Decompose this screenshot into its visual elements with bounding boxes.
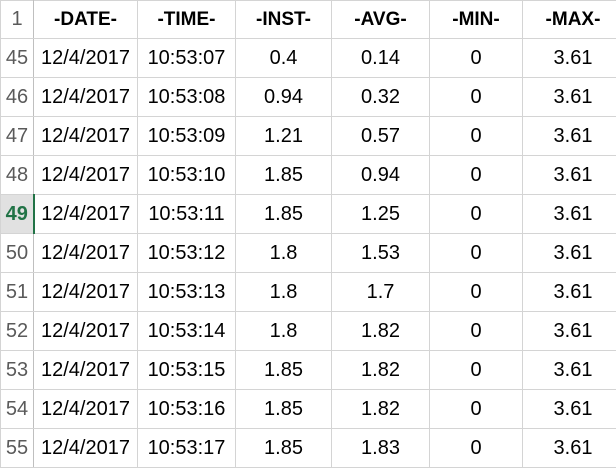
cell-max[interactable]: 3.61: [523, 429, 616, 468]
cell-inst[interactable]: 1.8: [236, 273, 332, 312]
cell-min[interactable]: 0: [430, 78, 523, 117]
cell-header-date[interactable]: -DATE-: [34, 1, 138, 39]
cell-inst[interactable]: 0.4: [236, 39, 332, 78]
cell-time[interactable]: 10:53:17: [138, 429, 236, 468]
cell-header-avg[interactable]: -AVG-: [332, 1, 430, 39]
header-row: 1 -DATE- -TIME- -INST- -AVG- -MIN- -MAX-: [1, 1, 616, 39]
cell-avg[interactable]: 1.83: [332, 429, 430, 468]
cell-min[interactable]: 0: [430, 234, 523, 273]
cell-inst[interactable]: 1.85: [236, 390, 332, 429]
cell-header-max[interactable]: -MAX-: [523, 1, 616, 39]
cell-inst[interactable]: 1.85: [236, 351, 332, 390]
cell-max[interactable]: 3.61: [523, 195, 616, 234]
cell-time[interactable]: 10:53:08: [138, 78, 236, 117]
cell-date[interactable]: 12/4/2017: [34, 273, 138, 312]
row-header[interactable]: 46: [1, 78, 34, 117]
cell-max[interactable]: 3.61: [523, 39, 616, 78]
cell-avg[interactable]: 0.94: [332, 156, 430, 195]
cell-time[interactable]: 10:53:09: [138, 117, 236, 156]
row-header[interactable]: 51: [1, 273, 34, 312]
cell-time[interactable]: 10:53:10: [138, 156, 236, 195]
cell-inst[interactable]: 0.94: [236, 78, 332, 117]
row-header[interactable]: 49: [1, 195, 34, 234]
cell-date[interactable]: 12/4/2017: [34, 117, 138, 156]
cell-avg[interactable]: 1.7: [332, 273, 430, 312]
cell-date[interactable]: 12/4/2017: [34, 390, 138, 429]
cell-inst[interactable]: 1.85: [236, 195, 332, 234]
cell-date[interactable]: 12/4/2017: [34, 156, 138, 195]
cell-max[interactable]: 3.61: [523, 156, 616, 195]
cell-avg[interactable]: 0.57: [332, 117, 430, 156]
cell-date[interactable]: 12/4/2017: [34, 312, 138, 351]
cell-time[interactable]: 10:53:12: [138, 234, 236, 273]
cell-avg[interactable]: 1.82: [332, 390, 430, 429]
row-header[interactable]: 55: [1, 429, 34, 468]
row-header[interactable]: 45: [1, 39, 34, 78]
cell-time[interactable]: 10:53:11: [138, 195, 236, 234]
cell-max[interactable]: 3.61: [523, 117, 616, 156]
cell-min[interactable]: 0: [430, 390, 523, 429]
row-header[interactable]: 53: [1, 351, 34, 390]
cell-max[interactable]: 3.61: [523, 234, 616, 273]
cell-avg[interactable]: 1.82: [332, 312, 430, 351]
cell-time[interactable]: 10:53:07: [138, 39, 236, 78]
cell-time[interactable]: 10:53:13: [138, 273, 236, 312]
row-header[interactable]: 54: [1, 390, 34, 429]
cell-header-time[interactable]: -TIME-: [138, 1, 236, 39]
cell-avg[interactable]: 0.14: [332, 39, 430, 78]
cell-max[interactable]: 3.61: [523, 273, 616, 312]
cell-inst[interactable]: 1.85: [236, 429, 332, 468]
cell-time[interactable]: 10:53:16: [138, 390, 236, 429]
row-header[interactable]: 52: [1, 312, 34, 351]
cell-date[interactable]: 12/4/2017: [34, 234, 138, 273]
cell-avg[interactable]: 0.32: [332, 78, 430, 117]
row-header[interactable]: 1: [1, 1, 34, 39]
cell-inst[interactable]: 1.8: [236, 234, 332, 273]
cell-min[interactable]: 0: [430, 156, 523, 195]
cell-max[interactable]: 3.61: [523, 312, 616, 351]
cell-date[interactable]: 12/4/2017: [34, 39, 138, 78]
cell-max[interactable]: 3.61: [523, 351, 616, 390]
row-header[interactable]: 50: [1, 234, 34, 273]
cell-header-inst[interactable]: -INST-: [236, 1, 332, 39]
cell-header-min[interactable]: -MIN-: [430, 1, 523, 39]
cell-date[interactable]: 12/4/2017: [34, 78, 138, 117]
cell-date[interactable]: 12/4/2017: [34, 351, 138, 390]
cell-inst[interactable]: 1.8: [236, 312, 332, 351]
cell-min[interactable]: 0: [430, 39, 523, 78]
cell-min[interactable]: 0: [430, 351, 523, 390]
row-header[interactable]: 48: [1, 156, 34, 195]
cell-avg[interactable]: 1.25: [332, 195, 430, 234]
cell-avg[interactable]: 1.53: [332, 234, 430, 273]
cell-min[interactable]: 0: [430, 195, 523, 234]
cell-avg[interactable]: 1.82: [332, 351, 430, 390]
cell-time[interactable]: 10:53:15: [138, 351, 236, 390]
cell-min[interactable]: 0: [430, 117, 523, 156]
cell-date[interactable]: 12/4/2017: [34, 429, 138, 468]
cell-min[interactable]: 0: [430, 273, 523, 312]
cell-time[interactable]: 10:53:14: [138, 312, 236, 351]
cell-max[interactable]: 3.61: [523, 390, 616, 429]
cell-inst[interactable]: 1.21: [236, 117, 332, 156]
cell-date[interactable]: 12/4/2017: [34, 195, 138, 234]
cell-min[interactable]: 0: [430, 312, 523, 351]
cell-inst[interactable]: 1.85: [236, 156, 332, 195]
row-header[interactable]: 47: [1, 117, 34, 156]
cell-max[interactable]: 3.61: [523, 78, 616, 117]
cell-min[interactable]: 0: [430, 429, 523, 468]
